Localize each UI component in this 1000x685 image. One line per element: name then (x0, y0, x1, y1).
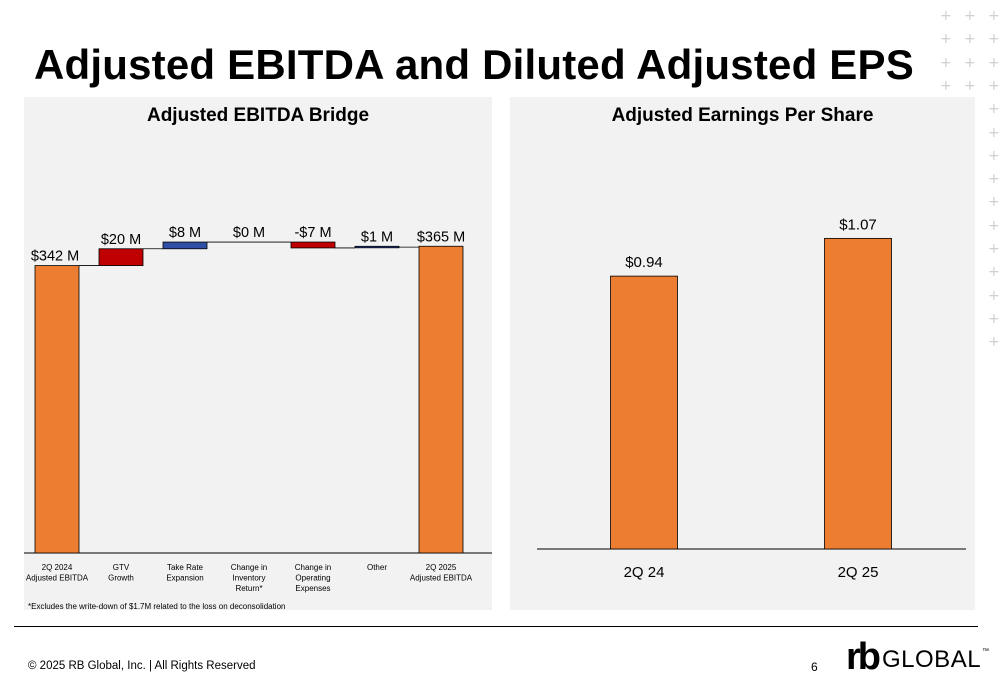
waterfall-category-label: Return* (235, 584, 262, 593)
waterfall-data-label: $342 M (31, 249, 79, 265)
plus-glyph: + (988, 77, 1000, 94)
plus-glyph: + (988, 8, 1000, 24)
plus-glyph: + (988, 101, 1000, 118)
plus-glyph: + (940, 31, 952, 48)
waterfall-bar (162, 241, 208, 250)
plus-glyph: + (964, 8, 976, 24)
plus-glyph: + (988, 264, 1000, 281)
plus-glyph: + (988, 310, 1000, 327)
eps-category-label: 2Q 24 (624, 564, 665, 581)
plus-glyph: + (988, 171, 1000, 188)
waterfall-bar (354, 245, 400, 249)
waterfall-category-label: Adjusted EBITDA (410, 574, 473, 583)
eps-bar (824, 237, 892, 550)
eps-data-label: $1.07 (839, 216, 877, 233)
logo-trademark: ™ (982, 648, 990, 655)
ebitda-bridge-title: Adjusted EBITDA Bridge (146, 105, 370, 126)
waterfall-data-label: $1 M (361, 229, 393, 245)
waterfall-category-label: GTV (113, 563, 130, 572)
waterfall-data-label: $365 M (417, 229, 465, 245)
ebitda-bridge-panel: Adjusted EBITDA Bridge $342 M 2Q 2024 Adju… (24, 97, 492, 611)
plus-glyph: + (988, 147, 1000, 164)
waterfall-bar (34, 265, 80, 554)
plus-glyph: + (988, 241, 1000, 257)
plus-glyph: + (940, 77, 952, 94)
waterfall-data-label: $8 M (169, 225, 201, 241)
eps-data-label: $0.94 (625, 254, 663, 271)
logo-mark: rb (846, 636, 881, 678)
waterfall-category-label: Adjusted EBITDA (26, 574, 89, 583)
ebitda-bridge-chart: $342 M 2Q 2024 Adjusted EBITDA $20 M GTV Grow… (24, 225, 492, 593)
plus-glyph: + (940, 54, 952, 71)
waterfall-data-label: -$7 M (294, 225, 331, 241)
waterfall-category-label: Change in (295, 563, 331, 572)
rb-global-logo: rb GLOBAL ™ (846, 636, 990, 678)
waterfall-category-label: Inventory (233, 574, 266, 583)
waterfall-bar (98, 248, 144, 266)
footer-divider (14, 626, 978, 627)
plus-glyph: + (988, 194, 1000, 211)
eps-chart: $0.94 2Q 24 $1.07 2Q 25 (537, 216, 966, 581)
plus-glyph: + (964, 54, 976, 71)
waterfall-data-label: $0 M (233, 225, 265, 241)
eps-chart-title: Adjusted Earnings Per Share (611, 105, 874, 126)
waterfall-category-label: Expenses (295, 584, 330, 593)
waterfall-bar (418, 245, 464, 554)
logo-word: GLOBAL (882, 646, 982, 673)
eps-bar (610, 275, 678, 550)
waterfall-category-label: Change in (231, 563, 267, 572)
waterfall-bar (290, 241, 336, 249)
waterfall-category-label: Expansion (166, 574, 203, 583)
plus-glyph: + (988, 54, 1000, 71)
page-number: 6 (811, 660, 818, 674)
copyright-text: © 2025 RB Global, Inc. | All Rights Rese… (28, 660, 256, 672)
waterfall-category-label: 2Q 2024 (42, 563, 73, 572)
waterfall-category-label: 2Q 2025 (426, 563, 457, 572)
eps-category-label: 2Q 25 (838, 564, 879, 581)
plus-glyph: + (964, 31, 976, 48)
plus-glyph: + (988, 31, 1000, 48)
waterfall-category-label: Take Rate (167, 563, 204, 572)
ebitda-footnote: *Excludes the write-down of $1.7M relate… (28, 602, 286, 611)
waterfall-category-label: Growth (108, 574, 134, 583)
waterfall-data-label: $20 M (101, 232, 141, 248)
plus-glyph: + (964, 77, 976, 94)
plus-glyph: + (988, 217, 1000, 234)
plus-glyph: + (940, 8, 952, 24)
slide-title: Adjusted EBITDA and Diluted Adjusted EPS (34, 41, 914, 88)
waterfall-category-label: Operating (295, 574, 330, 583)
plus-glyph: + (988, 334, 1000, 351)
plus-glyph: + (988, 287, 1000, 304)
eps-panel: Adjusted Earnings Per Share $0.94 2Q 24 $1… (510, 97, 975, 610)
plus-glyph: + (988, 124, 1000, 141)
waterfall-category-label: Other (367, 563, 387, 572)
